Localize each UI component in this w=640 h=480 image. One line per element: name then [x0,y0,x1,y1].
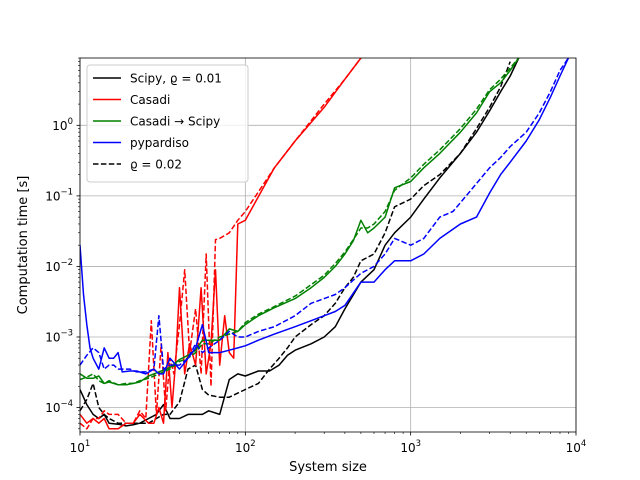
legend-label: Casadi → Scipy [130,115,220,129]
series-line-casadi_002 [80,58,362,430]
legend-label: Casadi [130,93,170,107]
legend: Scipy, ϱ = 0.01 Casadi Casadi → Scipy pypar… [86,64,249,183]
x-tick-label: 104 [566,439,587,455]
series-line-casadi_scipy_002 [80,58,520,386]
series-line-casadi [80,58,362,430]
y-tick-label: 10−4 [45,399,73,415]
series-group [80,58,570,430]
y-axis-label: Computation time [s] [16,176,31,315]
axis-ticks: 101 102 103 104 10−4 10−3 10−2 10−1 100 [45,57,587,455]
series-line-casadi_scipy [80,58,520,386]
legend-label: pypardiso [130,136,189,150]
x-tick-label: 101 [70,439,91,455]
series-line-pypardiso_002 [80,58,570,373]
legend-box [86,64,249,183]
y-tick-label: 10−3 [45,328,73,344]
y-tick-label: 10−1 [45,187,73,203]
series-line-scipy_001 [80,58,520,427]
x-tick-label: 102 [235,439,256,455]
y-tick-label: 10−2 [45,258,73,274]
legend-label: Scipy, ϱ = 0.01 [130,72,222,86]
series-line-pypardiso [80,58,570,375]
y-tick-label: 100 [52,117,73,133]
x-axis-label: System size [289,460,367,475]
x-tick-label: 103 [400,439,421,455]
legend-label: ϱ = 0.02 [130,158,182,172]
